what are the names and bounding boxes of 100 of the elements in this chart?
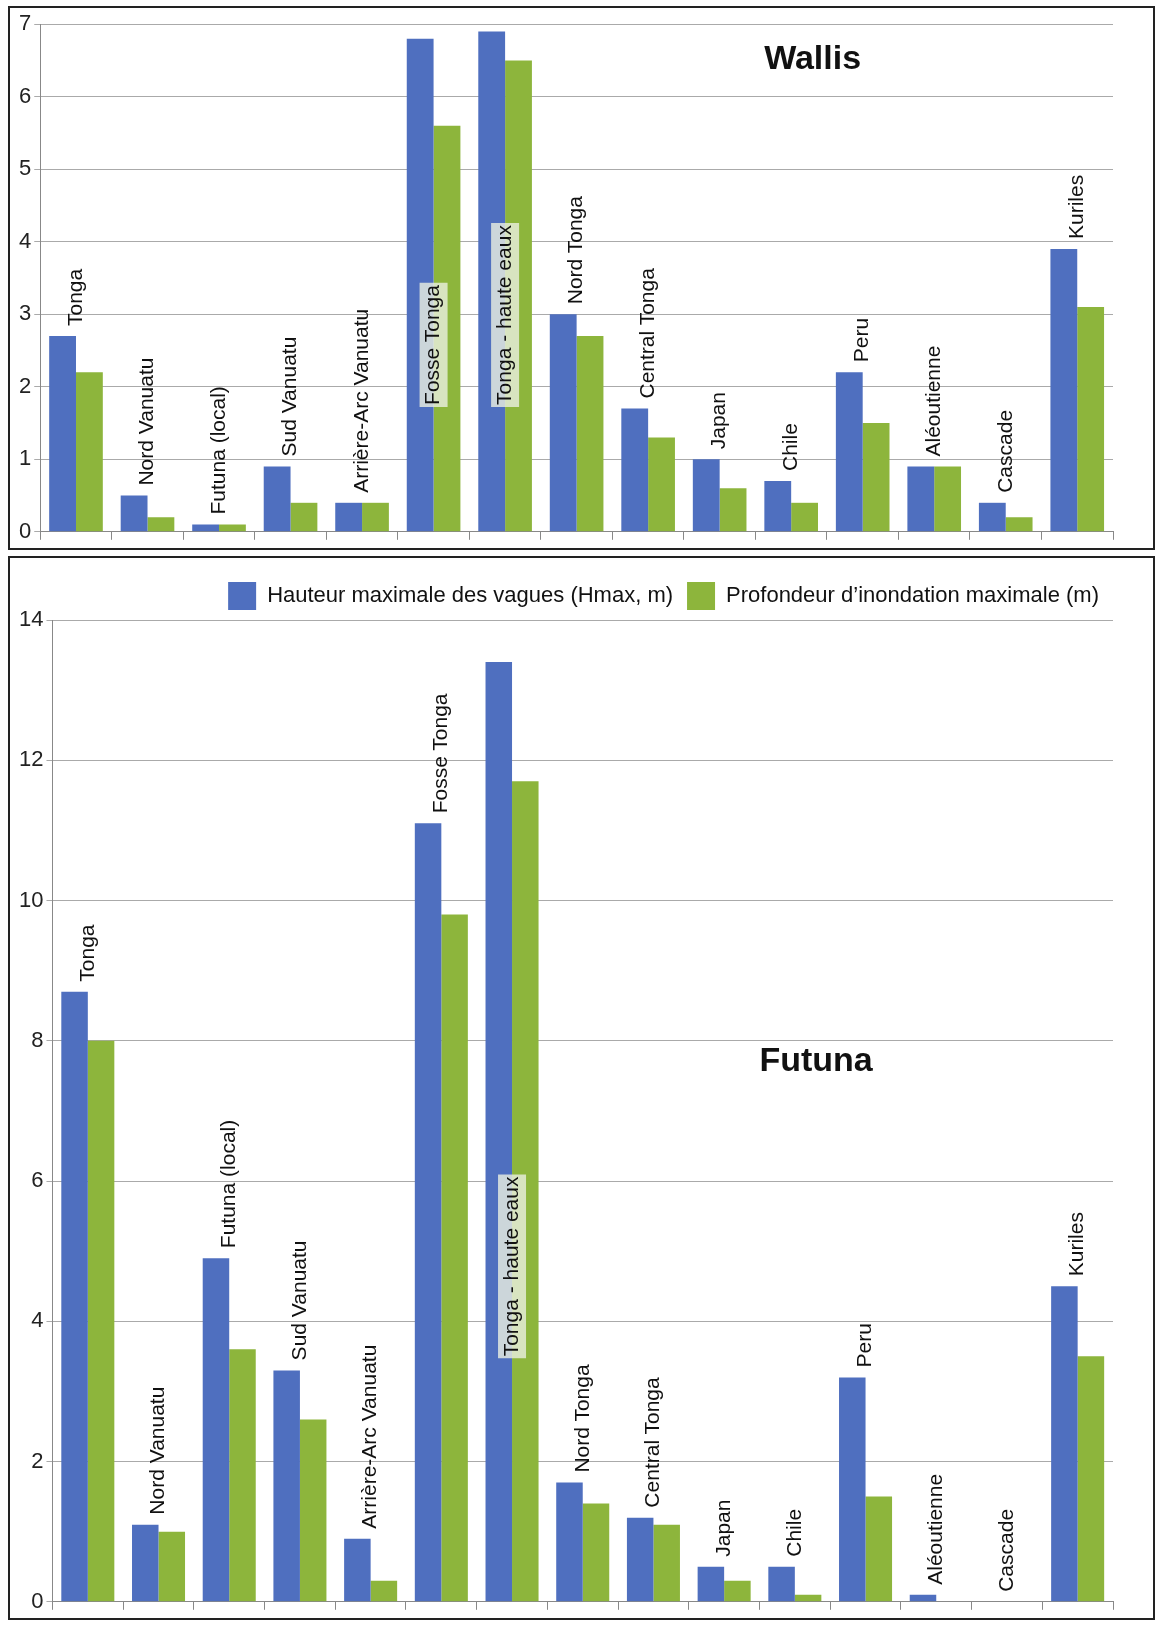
legend-label: Profondeur d’inondation maximale (m)	[726, 582, 1100, 608]
y-tick-label: 8	[31, 1026, 44, 1052]
x-tick-label: Fosse Tonga	[420, 284, 444, 405]
x-tick-label: Arrière-Arc Vanuatu	[348, 308, 372, 493]
x-tick-label: Arrière-Arc Vanuatu	[357, 1344, 381, 1529]
y-tick-label: 6	[18, 82, 32, 108]
x-tick-label: Nord Vanuatu	[145, 1386, 169, 1515]
y-tick-label: 2	[31, 1447, 44, 1473]
bar	[1077, 1356, 1105, 1602]
bar	[653, 1524, 680, 1602]
bar	[335, 502, 363, 532]
bar	[1005, 517, 1033, 532]
y-tick-label: 0	[18, 517, 32, 543]
legend-label: Hauteur maximale des vagues (Hmax, m)	[267, 582, 674, 608]
x-tick-label: Tonga	[74, 924, 98, 982]
bar	[692, 459, 720, 532]
bar	[192, 524, 220, 532]
bar	[75, 372, 103, 532]
bar	[1077, 307, 1105, 532]
bar	[299, 1419, 327, 1602]
y-tick-label: 7	[18, 10, 32, 36]
y-tick-label: 10	[18, 886, 44, 912]
bar	[263, 466, 291, 532]
bar	[839, 1377, 866, 1602]
bar	[648, 437, 675, 532]
bar	[61, 991, 88, 1602]
bar	[158, 1531, 186, 1602]
bar	[697, 1566, 725, 1602]
bar	[273, 1370, 300, 1602]
bar	[576, 336, 604, 532]
x-tick-label: Aléoutienne	[923, 1473, 947, 1585]
bar	[132, 1524, 159, 1602]
x-tick-label: Japan	[710, 1499, 734, 1557]
bar	[549, 314, 577, 532]
bar	[909, 1594, 937, 1602]
x-tick-label: Chile	[777, 423, 801, 472]
bar	[414, 823, 442, 1602]
x-tick-label: Aléoutienne	[921, 345, 944, 457]
bar	[556, 1482, 583, 1602]
bar	[621, 408, 649, 532]
bar	[626, 1517, 654, 1602]
bar	[724, 1580, 751, 1602]
x-tick-label: Cascade	[992, 409, 1016, 493]
bar	[1051, 1286, 1078, 1602]
bar	[835, 372, 863, 532]
x-tick-label: Japan	[706, 392, 730, 450]
y-tick-label: 12	[18, 746, 44, 772]
x-tick-label: Futuna (local)	[216, 1119, 240, 1249]
bar	[865, 1496, 893, 1602]
y-tick-label: 3	[18, 300, 32, 326]
x-tick-label: Chile	[781, 1508, 805, 1557]
bar	[344, 1538, 371, 1602]
bar	[147, 517, 175, 532]
bar	[862, 423, 890, 532]
bar	[791, 502, 818, 532]
y-tick-label: 2	[18, 372, 32, 398]
bar	[362, 502, 389, 532]
text: Futuna	[759, 1040, 874, 1079]
bar	[978, 502, 1006, 532]
bar	[934, 466, 962, 532]
bar	[49, 336, 76, 532]
x-tick-label: Fosse Tonga	[428, 693, 452, 814]
chart-title: Wallis	[764, 38, 862, 77]
bar	[219, 524, 246, 532]
x-tick-label: Sud Vanuatu	[286, 1240, 310, 1361]
y-tick-label: 5	[18, 155, 32, 181]
bar	[229, 1349, 256, 1602]
y-tick-label: 6	[31, 1167, 44, 1193]
bar	[764, 481, 792, 532]
x-tick-label: Nord Vanuatu	[134, 357, 158, 486]
x-tick-label: Tonga - haute eaux	[498, 1176, 522, 1357]
y-tick-label: 1	[18, 445, 32, 471]
bar	[202, 1258, 230, 1602]
x-tick-label: Peru	[849, 317, 873, 363]
y-tick-label: 4	[31, 1307, 44, 1333]
x-tick-label: Futuna (local)	[205, 386, 229, 515]
x-tick-label: Sud Vanuatu	[277, 336, 301, 457]
bar	[290, 502, 318, 532]
bar	[120, 495, 148, 532]
x-tick-label: Nord Tonga	[569, 1364, 593, 1473]
bar	[87, 1040, 115, 1602]
bar	[719, 488, 747, 532]
bar	[370, 1580, 398, 1602]
x-tick-label: Nord Tonga	[563, 195, 587, 305]
bar	[768, 1566, 795, 1602]
x-tick-label: Kuriles	[1064, 174, 1088, 239]
y-tick-label: 0	[31, 1587, 44, 1613]
bar	[582, 1503, 610, 1602]
bar	[794, 1594, 822, 1602]
x-tick-label: Kuriles	[1064, 1212, 1088, 1277]
bar	[907, 466, 935, 532]
x-tick-label: Central Tonga	[634, 267, 658, 399]
bar	[1050, 248, 1078, 532]
x-tick-label: Cascade	[993, 1508, 1017, 1592]
x-tick-label: Peru	[852, 1323, 876, 1368]
x-tick-label: Central Tonga	[640, 1376, 664, 1508]
x-tick-label: Tonga	[62, 268, 86, 327]
y-tick-label: 14	[18, 606, 44, 632]
y-tick-label: 4	[18, 227, 32, 253]
x-tick-label: Tonga - haute eaux	[491, 224, 515, 405]
